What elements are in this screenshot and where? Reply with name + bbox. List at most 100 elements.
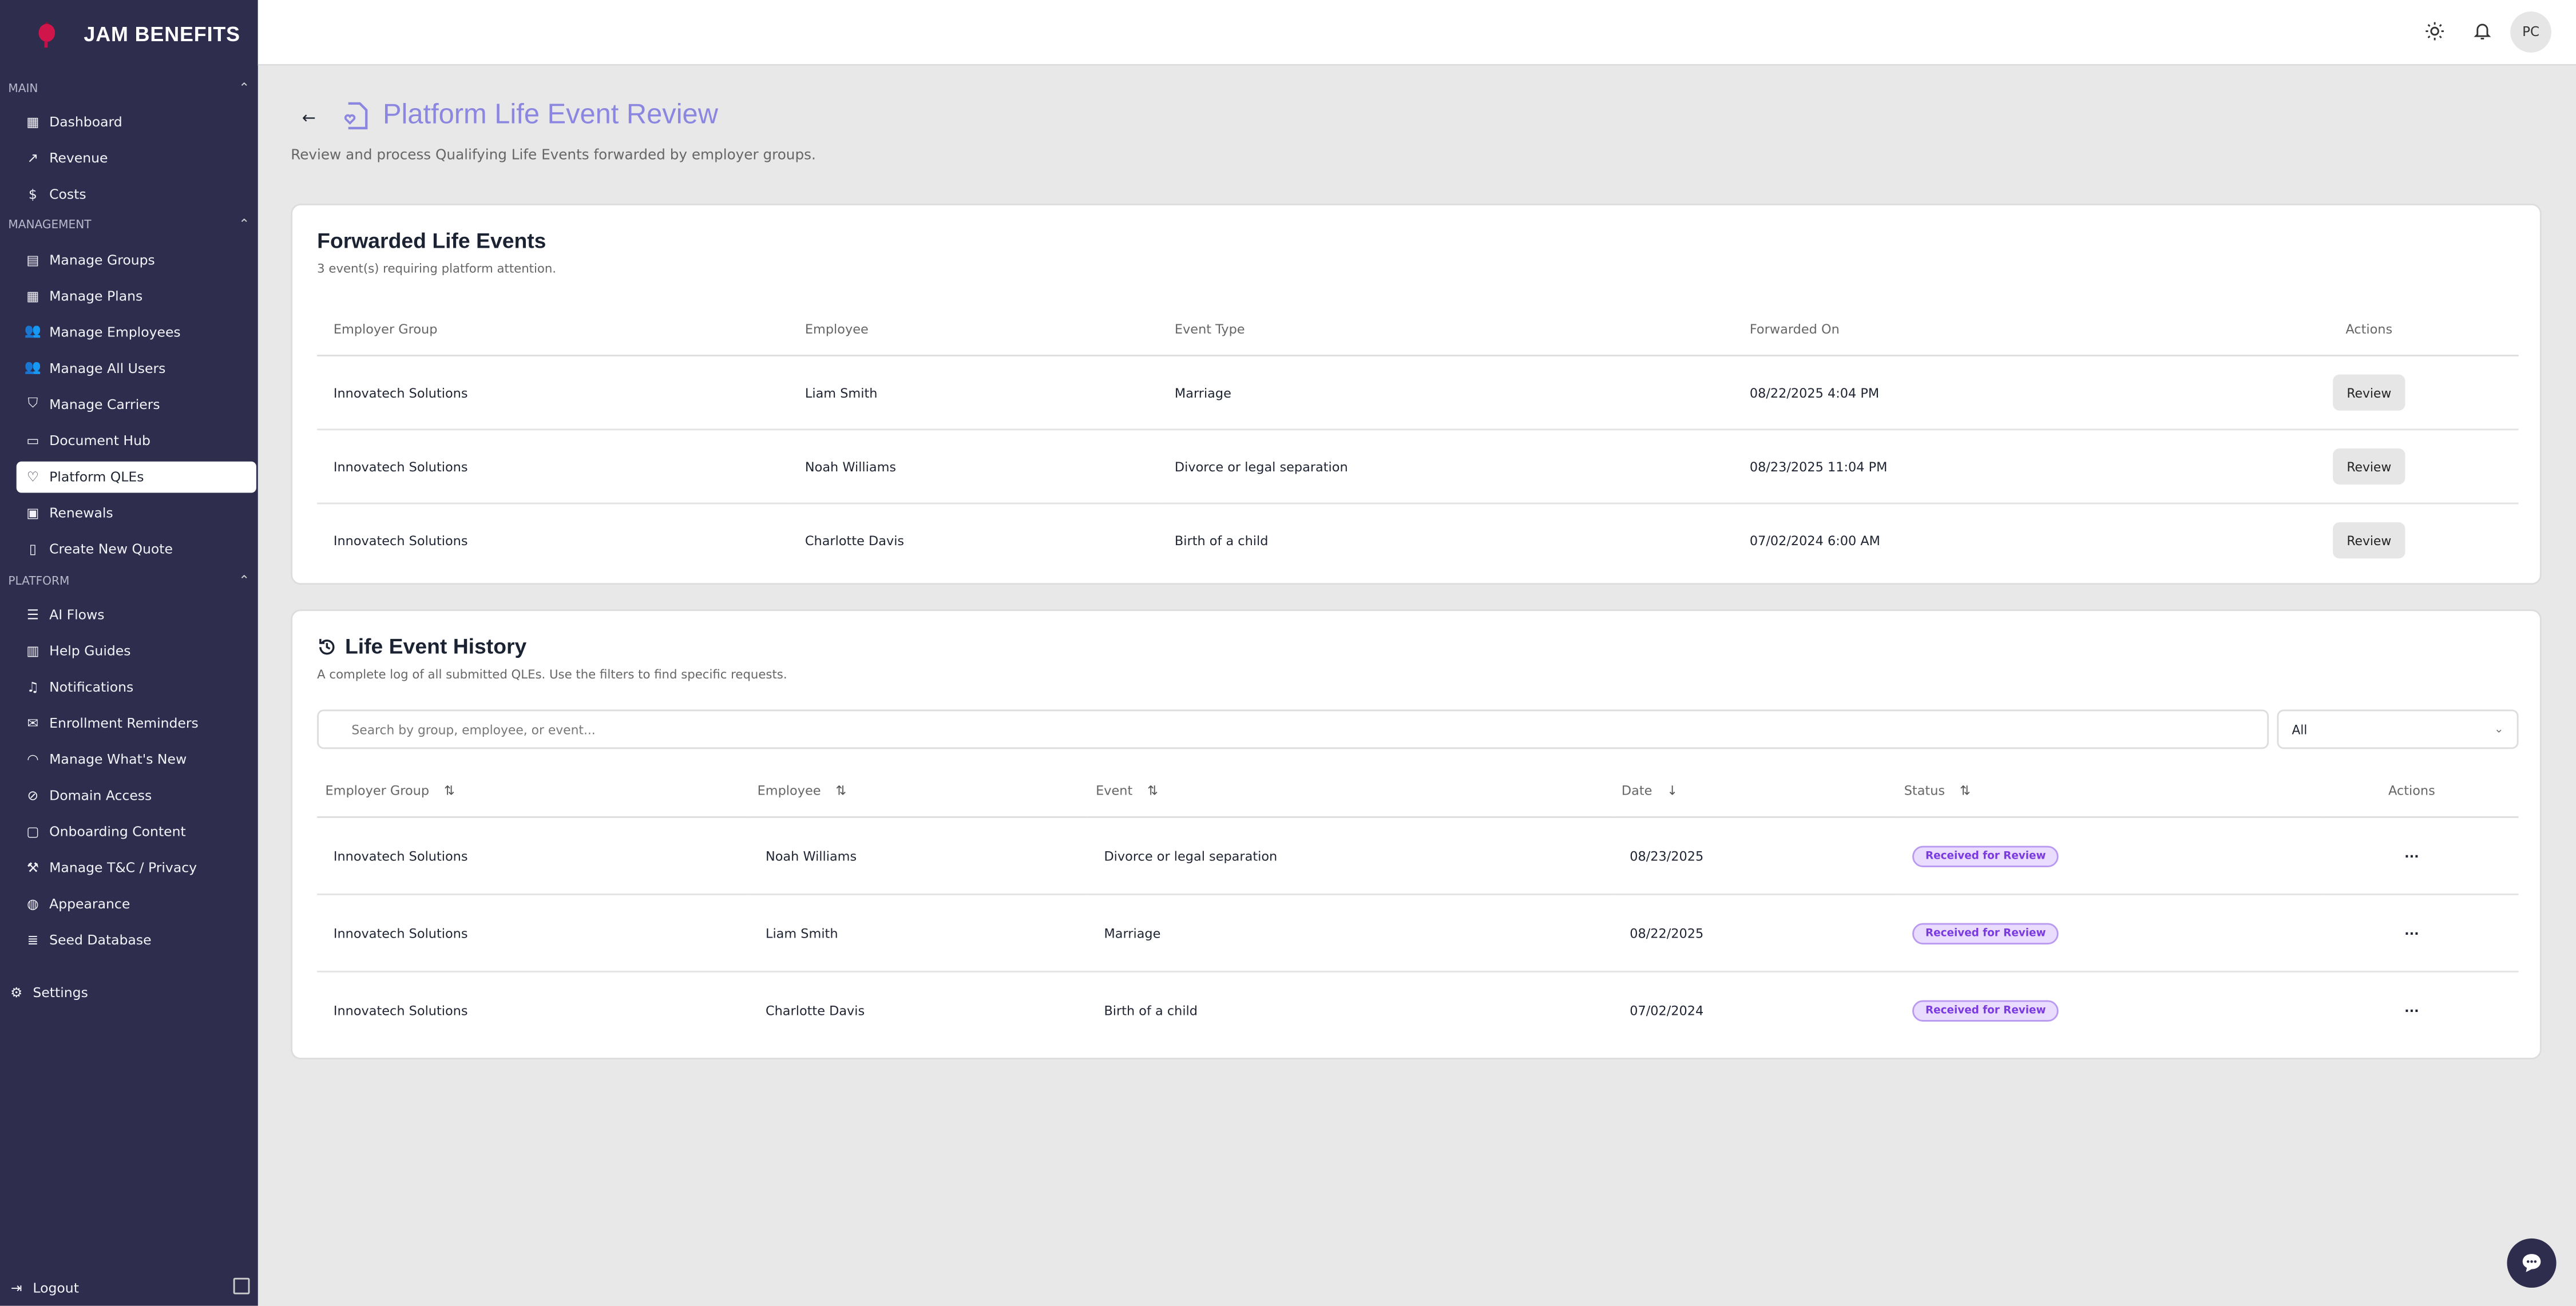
- status-badge: Received for Review: [1912, 922, 2059, 944]
- sidebar-item-manage-t-c-privacy[interactable]: ⚒ Manage T&C / Privacy: [17, 852, 256, 883]
- chat-button[interactable]: [2507, 1238, 2557, 1288]
- logout-button[interactable]: ⇥ Logout: [0, 1271, 240, 1303]
- card-subtitle: 3 event(s) requiring platform attention.: [317, 261, 557, 276]
- sort-desc-icon[interactable]: ↓: [1667, 783, 1678, 799]
- sidebar-item-manage-carriers[interactable]: ⛉ Manage Carriers: [17, 388, 256, 420]
- forwarded-events-card: Forwarded Life Events 3 event(s) requiri…: [291, 204, 2542, 585]
- sidebar-item-domain-access[interactable]: ⊘ Domain Access: [17, 779, 256, 811]
- sidebar-item-label: Manage Carriers: [49, 395, 160, 412]
- page-title: Platform Life Event Review: [382, 98, 718, 130]
- brand-name: JAM BENEFITS: [84, 23, 241, 46]
- avatar[interactable]: PC: [2510, 11, 2551, 53]
- table-row: Innovatech Solutions Charlotte Davis Birth…: [317, 971, 2518, 1048]
- sidebar-item-label: Manage Employees: [49, 323, 181, 340]
- sidebar-item-label: Costs: [49, 185, 86, 202]
- sort-icon[interactable]: ⇅: [835, 783, 847, 799]
- sort-icon[interactable]: ⇅: [1959, 783, 1971, 799]
- sidebar-item-label: Platform QLEs: [49, 468, 144, 485]
- sidebar-item-appearance[interactable]: ◍ Appearance: [17, 888, 256, 920]
- table-row: Innovatech Solutions Noah Williams Divorce…: [317, 817, 2519, 895]
- column-header[interactable]: Employer Group ⇅: [317, 765, 750, 818]
- sidebar-item-settings[interactable]: ⚙ Settings: [0, 975, 240, 1007]
- sidebar-item-onboarding-content[interactable]: ▢ Onboarding Content: [17, 816, 256, 847]
- column-label: Employee: [757, 783, 821, 799]
- sidebar-item-help-guides[interactable]: ▥ Help Guides: [17, 634, 256, 666]
- column-header: Employer Group: [317, 304, 789, 357]
- review-button[interactable]: Review: [2333, 374, 2405, 411]
- sidebar-item-dashboard[interactable]: ▦ Dashboard: [17, 105, 256, 137]
- column-header[interactable]: Status ⇅: [1896, 765, 2323, 818]
- sidebar-section-main[interactable]: MAIN ⌃: [8, 81, 249, 96]
- review-button[interactable]: Review: [2333, 522, 2405, 559]
- users-icon: 👥: [24, 358, 42, 375]
- sliders-icon: ☰: [26, 605, 39, 622]
- sidebar-item-manage-employees[interactable]: 👥 Manage Employees: [17, 316, 256, 347]
- search-input[interactable]: Search by group, employee, or event...: [317, 709, 2269, 749]
- sidebar-item-manage-all-users[interactable]: 👥 Manage All Users: [17, 352, 256, 383]
- sidebar-item-manage-groups[interactable]: ▤ Manage Groups: [17, 243, 256, 275]
- review-button[interactable]: Review: [2333, 448, 2405, 485]
- status-badge: Received for Review: [1912, 999, 2059, 1021]
- sidebar-item-platform-qles[interactable]: ♡ Platform QLEs: [16, 461, 256, 493]
- sidebar-item-label: Renewals: [49, 504, 113, 521]
- sidebar-item-label: Revenue: [49, 149, 108, 165]
- sidebar-item-enrollment-reminders[interactable]: ✉ Enrollment Reminders: [17, 706, 256, 738]
- history-table: Employer Group ⇅ Employee ⇅ Event ⇅ Date ↓ Statu…: [317, 765, 2519, 1048]
- sidebar-item-label: Appearance: [49, 895, 130, 912]
- column-header: Employee: [788, 304, 1159, 357]
- folder-icon: ▭: [26, 432, 39, 448]
- collapse-sidebar-icon[interactable]: [233, 1277, 250, 1295]
- sidebar-item-manage-what-s-new[interactable]: ◠ Manage What's New: [17, 743, 256, 775]
- sidebar-item-costs[interactable]: $ Costs: [17, 178, 256, 209]
- life-event-history-card: Life Event History A complete log of all…: [291, 609, 2542, 1059]
- cell-group: Innovatech Solutions: [317, 817, 750, 895]
- sidebar-item-ai-flows[interactable]: ☰ AI Flows: [17, 598, 256, 629]
- sidebar-item-revenue[interactable]: ↗ Revenue: [17, 141, 256, 173]
- sidebar-section-platform[interactable]: PLATFORM ⌃: [8, 573, 249, 588]
- column-header[interactable]: Employee ⇅: [749, 765, 1088, 818]
- cell-date: 07/02/2024: [1630, 1002, 1704, 1018]
- dollar-icon: $: [28, 185, 37, 202]
- more-actions-button[interactable]: ···: [2323, 817, 2519, 895]
- status-filter-select[interactable]: All ⌄: [2277, 709, 2519, 749]
- shield-icon: ⛉: [27, 395, 38, 411]
- cell-event: Divorce or legal separation: [1087, 817, 1614, 895]
- cell-forwarded: 08/23/2025 11:04 PM: [1733, 429, 2270, 505]
- file-heart-icon: [344, 102, 368, 130]
- sort-icon[interactable]: ⇅: [1147, 783, 1158, 799]
- cell-employee: Charlotte Davis: [765, 1002, 865, 1018]
- column-header[interactable]: Event ⇅: [1087, 765, 1614, 818]
- sidebar-item-document-hub[interactable]: ▭ Document Hub: [17, 424, 256, 456]
- cell-employee: Charlotte Davis: [804, 533, 905, 548]
- rss-icon: ◠: [27, 750, 39, 767]
- raspberry-logo-icon: [38, 21, 56, 48]
- sidebar-item-manage-plans[interactable]: ▦ Manage Plans: [17, 279, 256, 311]
- card-subtitle: A complete log of all submitted QLEs. Us…: [317, 666, 787, 682]
- sidebar-item-notifications[interactable]: ♫ Notifications: [17, 670, 256, 702]
- sidebar-item-create-new-quote[interactable]: ▯ Create New Quote: [17, 534, 256, 565]
- sidebar-item-label: Document Hub: [49, 432, 150, 448]
- sidebar-item-label: Seed Database: [49, 932, 152, 948]
- logout-icon: ⇥: [10, 1279, 22, 1295]
- sidebar-section-management[interactable]: MANAGEMENT ⌃: [8, 217, 249, 232]
- column-header: Actions: [2270, 304, 2519, 357]
- card-title: Forwarded Life Events: [317, 228, 546, 253]
- cell-group: Innovatech Solutions: [333, 1002, 468, 1018]
- sidebar-item-label: Onboarding Content: [49, 823, 186, 840]
- building-icon: ▤: [26, 250, 39, 267]
- bell-icon[interactable]: [2472, 21, 2492, 41]
- section-label: MANAGEMENT: [8, 217, 92, 231]
- more-actions-button[interactable]: ···: [2323, 971, 2519, 1048]
- column-header[interactable]: Date ↓: [1613, 765, 1896, 818]
- sidebar-item-seed-database[interactable]: ≣ Seed Database: [17, 924, 256, 956]
- back-button[interactable]: ←: [291, 100, 327, 136]
- sidebar-item-label: Domain Access: [49, 787, 152, 804]
- more-actions-button[interactable]: ···: [2323, 894, 2519, 972]
- sort-icon[interactable]: ⇅: [443, 783, 455, 799]
- sun-icon[interactable]: [2425, 21, 2444, 41]
- brand-logo[interactable]: JAM BENEFITS: [36, 19, 240, 49]
- cell-date: 08/22/2025: [1613, 894, 1896, 972]
- sidebar-item-label: Manage T&C / Privacy: [49, 859, 197, 876]
- column-header: Event Type: [1158, 304, 1734, 357]
- sidebar-item-renewals[interactable]: ▣ Renewals: [17, 497, 256, 529]
